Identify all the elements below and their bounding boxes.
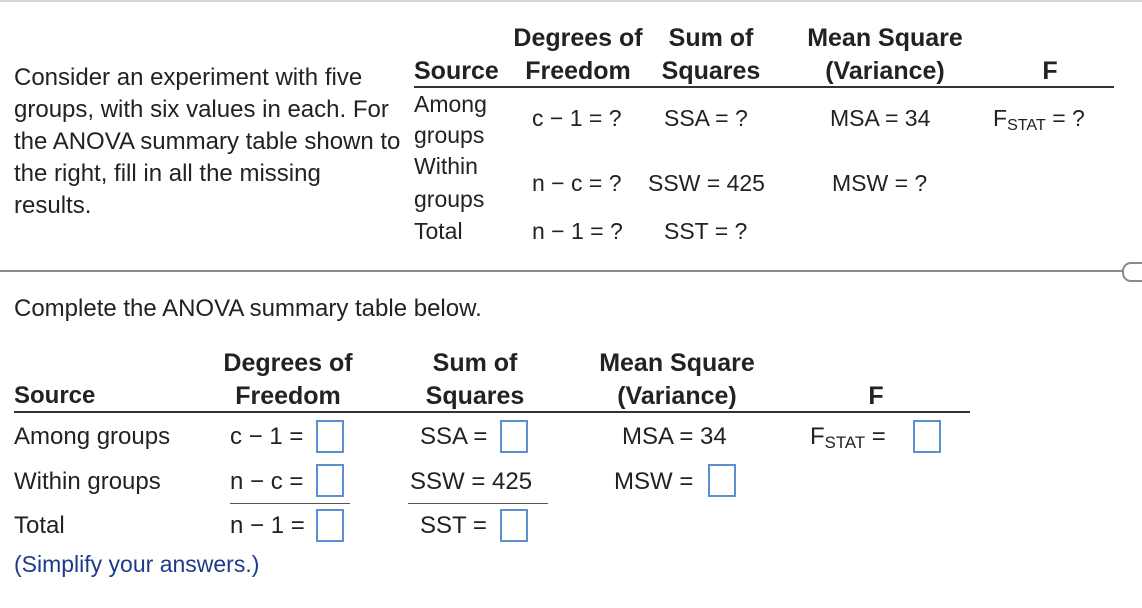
answer-header-ms-line1: Mean Square — [599, 349, 755, 377]
section-divider — [0, 262, 1142, 282]
answer-row-within-ss: SSW = 425 — [410, 468, 533, 495]
divider-drag-handle[interactable] — [1122, 262, 1142, 282]
simplify-note: (Simplify your answers.) — [14, 551, 260, 577]
given-header-source: Source — [414, 57, 499, 85]
total-df-input[interactable] — [316, 509, 344, 542]
answer-header-ss-line1: Sum of — [432, 349, 518, 377]
given-row-among-ms: MSA = 34 — [830, 105, 931, 131]
answer-header-ms-line2: (Variance) — [617, 382, 737, 410]
divider-line — [0, 270, 1128, 272]
problem-prompt: Consider an experiment with five groups,… — [14, 64, 401, 219]
fstat-tail: = ? — [1045, 105, 1085, 131]
fstat-subscript: STAT — [1007, 116, 1046, 134]
answer-header-source: Source — [14, 382, 96, 409]
ss-total-rule — [408, 503, 548, 504]
given-row-among-fstat: FSTAT = ? — [993, 103, 1085, 140]
answer-header-f: F — [868, 382, 884, 410]
fstat-base: F — [993, 105, 1008, 131]
given-header-ss-line2: Squares — [661, 57, 761, 85]
given-row-among-ss: SSA = ? — [664, 105, 748, 131]
answer-row-within-df-label: n − c = — [230, 468, 304, 495]
answer-header-df-line1: Degrees of — [223, 349, 353, 377]
given-header-f: F — [1042, 57, 1058, 85]
given-row-within-df: n − c = ? — [532, 170, 622, 196]
given-row-total-df: n − 1 = ? — [532, 218, 623, 244]
df-total-rule — [230, 503, 350, 504]
answer-header-ss-line2: Squares — [425, 382, 525, 410]
instruction-text: Complete the ANOVA summary table below. — [14, 295, 482, 322]
given-row-among-source-line2: groups — [414, 122, 485, 148]
given-header-ms-line2: (Variance) — [825, 57, 945, 85]
answer-row-total-ss-label: SST = — [420, 512, 487, 539]
answer-row-within-source: Within groups — [14, 468, 161, 495]
answer-row-among-ss-label: SSA = — [420, 423, 488, 450]
answer-row-total-source: Total — [14, 512, 65, 539]
given-header-ms-line1: Mean Square — [807, 24, 963, 52]
given-row-within-ms: MSW = ? — [832, 170, 928, 196]
answer-row-among-fstat-label: FSTAT = — [810, 422, 886, 458]
among-ss-input[interactable] — [500, 420, 528, 453]
given-row-within-ss: SSW = 425 — [648, 170, 765, 196]
given-header-ss-line1: Sum of — [668, 24, 754, 52]
answer-header-df-line2: Freedom — [235, 382, 341, 410]
given-header-rule — [414, 86, 1114, 88]
answer-row-among-df-label: c − 1 = — [230, 423, 304, 450]
answer-fstat-base: F — [810, 423, 825, 450]
given-header-df-line2: Freedom — [525, 57, 631, 85]
given-row-within-source-line2: groups — [414, 186, 485, 212]
answer-row-among-ms: MSA = 34 — [622, 423, 727, 450]
answer-fstat-eq: = — [865, 423, 886, 450]
msw-input[interactable] — [708, 464, 736, 497]
given-row-total-source: Total — [414, 218, 463, 244]
given-row-among-source-line1: Among — [414, 91, 487, 117]
fstat-input[interactable] — [913, 420, 941, 453]
top-rule — [0, 0, 1142, 2]
answer-row-within-ms-label: MSW = — [614, 468, 694, 495]
answer-fstat-subscript: STAT — [824, 433, 866, 452]
answer-row-among-source: Among groups — [14, 423, 171, 450]
among-df-input[interactable] — [316, 420, 344, 453]
answer-row-total-df-label: n − 1 = — [230, 512, 305, 539]
answer-header-rule — [14, 411, 970, 413]
sst-input[interactable] — [500, 509, 528, 542]
within-df-input[interactable] — [316, 464, 344, 497]
given-row-total-ss: SST = ? — [664, 218, 748, 244]
given-row-among-df: c − 1 = ? — [532, 105, 622, 131]
given-header-df-line1: Degrees of — [513, 24, 643, 52]
given-row-within-source-line1: Within — [414, 153, 478, 179]
